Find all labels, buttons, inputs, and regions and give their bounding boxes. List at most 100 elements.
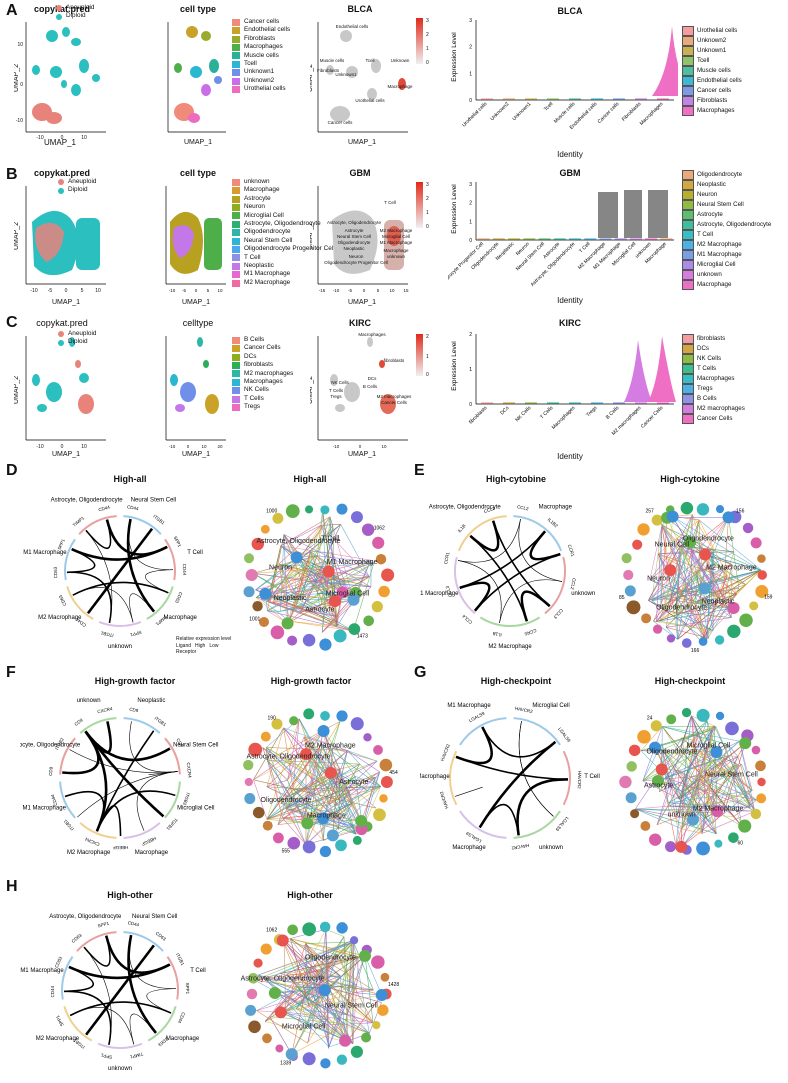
f-chord-label: Neural Stem Cell: [173, 743, 218, 749]
d-network-edge: [340, 524, 370, 577]
a-violin-ytick: 1: [469, 71, 472, 77]
f-network-edge: [323, 730, 340, 784]
c-feature-scale: 0: [426, 372, 429, 378]
c-celltype-xtick: 10: [201, 444, 207, 449]
g-network-hub: [739, 737, 752, 750]
e-network-edge: [660, 525, 663, 607]
h-network-node: [320, 1058, 331, 1069]
d-network-node: [243, 586, 255, 598]
h-network-edge: [294, 929, 327, 992]
f-network-edge: [287, 718, 300, 781]
g-chord-label: T Cell: [584, 774, 600, 780]
h-network-edge: [364, 955, 374, 1023]
f-network-edge: [285, 754, 307, 809]
c-violin-xtick: Cancer Cells: [640, 405, 665, 430]
g-network-edge: [665, 777, 751, 808]
f-chord-link: [84, 730, 107, 832]
h-chord-gene: SPP1: [97, 921, 110, 929]
b-feature-scale: 1: [426, 210, 429, 216]
d-legend-receptor: Receptor: [176, 649, 197, 655]
c-feature-xtick: 10: [381, 444, 387, 449]
h-network-edge: [295, 936, 345, 1010]
f-network-edge: [285, 792, 351, 809]
f-network-edge: [338, 786, 381, 830]
b-feature-scale: 2: [426, 196, 429, 202]
d-chord-label: Astrocyte, Oligodendrocyte: [51, 498, 124, 504]
e-network-edge: [651, 525, 663, 601]
g-network-node: [666, 714, 677, 725]
e-network-edge: [649, 525, 663, 580]
e-chord-gene: CCL4: [461, 613, 473, 625]
e-network-hub: [699, 548, 712, 561]
h-network-label: Oligodendrocyte: [305, 955, 356, 962]
f-network-edge: [266, 786, 381, 820]
g-network-node: [755, 760, 766, 772]
d-chord-gene: CD63: [53, 566, 58, 578]
g-network-edge: [642, 720, 708, 782]
h-network-hub: [318, 984, 331, 997]
d-network-node: [381, 568, 395, 582]
h-network-node: [336, 1054, 348, 1065]
d-network-node: [287, 635, 298, 646]
h-network-edge: [352, 956, 359, 1044]
e-network-edge: [661, 523, 698, 576]
d-network-edge: [265, 590, 306, 595]
g-network-label: Neural Stem Cell: [705, 771, 758, 778]
c-feature-label: Macrophages: [358, 332, 386, 337]
e-network-count: 156: [736, 509, 745, 515]
h-network-edge: [304, 965, 354, 1044]
d-network-edge: [287, 576, 370, 624]
d-chord-gene: SPP1: [129, 630, 142, 638]
e-network-edge: [651, 551, 735, 601]
d-network-node: [372, 536, 385, 549]
e-network-edge: [700, 575, 728, 642]
e-network-edge: [698, 519, 702, 642]
h-network-node: [302, 1052, 316, 1066]
f-network-edge: [285, 750, 348, 809]
a-celltype-legend-item: Cancer cells: [232, 18, 290, 26]
h-network-edge: [256, 987, 330, 1011]
h-network-node: [253, 958, 263, 968]
e-chord-gene: IL1B2: [547, 517, 559, 529]
d-chord-gene: ITGB1: [100, 630, 114, 638]
h-chord-sector: [123, 931, 164, 952]
f-network-graph: M2 Macrophage Astrocyte Macrophage Oligoden…: [243, 708, 398, 858]
f-chord-label: M1 Macrophage: [23, 805, 67, 811]
h-network-edge: [344, 1023, 370, 1034]
d-network-hub: [328, 595, 341, 608]
g-network-edge: [678, 720, 708, 799]
h-network-edge: [286, 938, 355, 975]
b-copykat-legend-diploid: Diploid: [58, 186, 96, 194]
c-feature-scale: 1: [426, 354, 429, 360]
g-network-edge: [642, 749, 705, 782]
d-chord-link: [71, 545, 168, 561]
c-feature-label: fibroblasts: [384, 358, 405, 363]
e-network-title: High-cytokine: [660, 474, 720, 484]
d-network-edge: [283, 534, 338, 617]
a-violin-legend-item: Fibroblasts: [682, 96, 742, 106]
d-chord-link: [85, 530, 113, 624]
d-network-edge: [310, 524, 341, 552]
d-chord-title: High-all: [113, 474, 147, 484]
e-chord-gene: IL1B: [457, 523, 467, 533]
a-feature-label: Tcell: [365, 58, 374, 63]
b-feature-label: Microglial Cell: [382, 234, 410, 239]
c-violin-xtick: B Cells: [605, 405, 621, 421]
g-network-node: [648, 833, 662, 846]
h-network-node: [319, 921, 331, 933]
g-network-edge: [681, 817, 705, 848]
d-network-edge: [278, 563, 290, 622]
d-chord-diagram: Neural Stem Cell T Cell Macrophage unknown M…: [23, 498, 203, 650]
h-chord-sector: [147, 1005, 177, 1042]
g-network-edge: [732, 773, 743, 827]
f-network-edge: [266, 779, 288, 788]
g-chord-link: [455, 756, 569, 781]
e-network-edge: [698, 519, 738, 595]
d-network-edge: [316, 509, 323, 594]
f-chord-label: Macrophage: [135, 850, 169, 856]
e-network-node: [739, 613, 753, 627]
f-network-node: [271, 718, 283, 730]
g-chord-link: [516, 778, 569, 836]
f-network-edge: [321, 746, 348, 751]
h-chord-label: T Cell: [190, 968, 206, 974]
